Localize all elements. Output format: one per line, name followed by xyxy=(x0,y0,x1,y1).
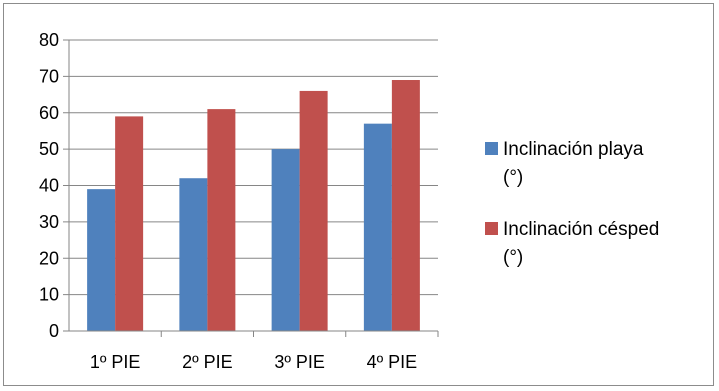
bar-cesped-1 xyxy=(115,116,144,331)
bar-cesped-3 xyxy=(299,90,328,331)
y-tick-label-40: 40 xyxy=(39,176,59,196)
legend-label-cesped-line2: (°) xyxy=(503,247,523,268)
y-tick-label-10: 10 xyxy=(39,285,59,305)
x-tick-label-2: 2º PIE xyxy=(182,352,233,372)
y-tick-label-0: 0 xyxy=(49,321,59,341)
bar-cesped-4 xyxy=(391,80,420,331)
x-tick-label-4: 4º PIE xyxy=(367,352,418,372)
y-tick-labels: 0 10 20 30 40 50 60 70 80 xyxy=(39,30,59,341)
legend-label-playa-line2: (°) xyxy=(503,167,523,188)
bar-cesped-2 xyxy=(207,109,236,331)
legend-swatch-cesped xyxy=(485,222,498,235)
bar-playa-4 xyxy=(363,123,392,331)
y-tick-label-60: 60 xyxy=(39,103,59,123)
x-tick-label-3: 3º PIE xyxy=(274,352,325,372)
y-tick-label-80: 80 xyxy=(39,30,59,50)
x-tick-labels: 1º PIE 2º PIE 3º PIE 4º PIE xyxy=(90,352,417,372)
axes xyxy=(68,40,438,332)
legend-label-cesped-line1: Inclinación césped xyxy=(503,219,659,240)
y-tick-label-70: 70 xyxy=(39,66,59,86)
y-tick-label-50: 50 xyxy=(39,139,59,159)
legend-label-playa-line1: Inclinación playa xyxy=(503,139,644,160)
bars xyxy=(87,80,420,331)
y-tick-label-30: 30 xyxy=(39,212,59,232)
bar-playa-1 xyxy=(87,189,116,331)
legend-swatch-playa xyxy=(485,142,498,155)
legend: Inclinación playa (°) Inclinación césped… xyxy=(485,139,659,268)
bar-playa-3 xyxy=(271,149,300,331)
bar-playa-2 xyxy=(179,178,208,331)
x-tick-label-1: 1º PIE xyxy=(90,352,141,372)
y-tick-label-20: 20 xyxy=(39,248,59,268)
